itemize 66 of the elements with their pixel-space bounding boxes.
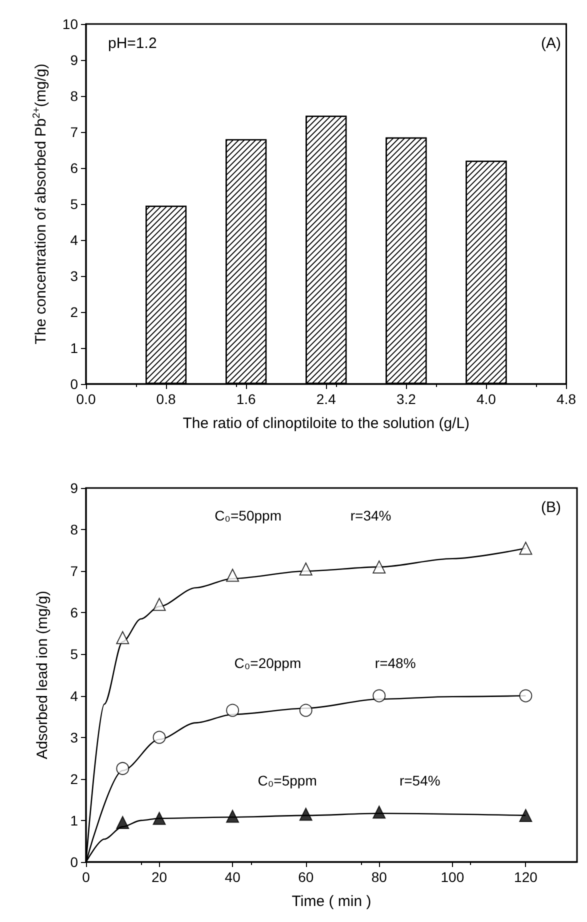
y-tick-label: 7 [70,124,78,140]
y-tick-label: 3 [70,729,78,746]
x-tick-label: 0.8 [156,391,176,407]
x-tick-label: 100 [440,869,464,885]
y-tick-label: 9 [70,480,78,496]
point [152,812,166,825]
annotation: C₀=5ppm [258,772,317,788]
y-tick-label: 0 [70,854,78,870]
annotation: r=48% [374,654,416,671]
point [226,568,240,582]
x-tick-label: 4.8 [556,391,576,407]
x-tick-label: 2.4 [316,391,336,407]
annotation: pH=1.2 [108,35,157,52]
x-tick-label: 40 [224,869,241,885]
y-axis-title: Adsorbed lead ion (mg/g) [34,590,51,760]
y-tick-label: 9 [70,52,78,68]
point [116,762,130,775]
annotation: (A) [541,35,562,52]
y-tick-label: 6 [70,604,78,621]
y-tick-label: 8 [70,522,78,538]
point [372,560,386,574]
x-tick-label: 0.0 [76,391,96,407]
y-tick-label: 7 [70,563,78,580]
point [519,542,532,555]
x-tick-label: 1.6 [236,391,256,407]
annotation: (B) [541,499,562,516]
point [519,689,532,702]
annotation: C₀=50ppm [214,507,282,524]
point [372,689,386,702]
point [152,730,166,744]
point [372,806,386,819]
y-tick-label: 2 [70,770,78,787]
y-tick-label: 1 [70,340,78,356]
x-tick-label: 3.2 [396,391,416,407]
y-tick-label: 5 [70,646,78,662]
y-tick-label: 3 [70,268,78,284]
y-tick-label: 1 [70,812,78,828]
point [226,704,240,717]
y-axis-title: The concentration of absorbed Pb2+(mg/g) [32,64,50,344]
annotation: r=54% [399,772,440,788]
x-tick-label: 4.0 [476,391,496,407]
y-tick-label: 0 [70,376,78,392]
y-tick-label: 8 [70,88,78,104]
x-tick-label: 20 [151,869,168,885]
y-tick-label: 4 [70,688,78,704]
point [152,598,166,611]
x-axis-title: The ratio of clinoptiloite to the solution (g/L) [182,415,470,432]
point [299,808,312,821]
point [299,704,312,717]
x-tick-label: 0 [82,869,90,885]
point [299,562,312,576]
y-tick-label: 6 [70,160,78,176]
x-tick-label: 120 [514,869,538,885]
point [226,810,240,823]
annotation: r=34% [350,507,392,524]
y-tick-label: 5 [70,196,78,212]
point [116,631,130,644]
x-axis-title: Time ( min ) [292,893,372,910]
x-tick-label: 60 [298,869,314,885]
point [116,816,130,830]
y-tick-label: 2 [70,304,78,320]
x-tick-label: 80 [371,869,388,885]
y-tick-label: 10 [62,16,78,32]
annotation: C₀=20ppm [234,654,302,671]
y-tick-label: 4 [70,232,78,248]
point [519,808,532,822]
